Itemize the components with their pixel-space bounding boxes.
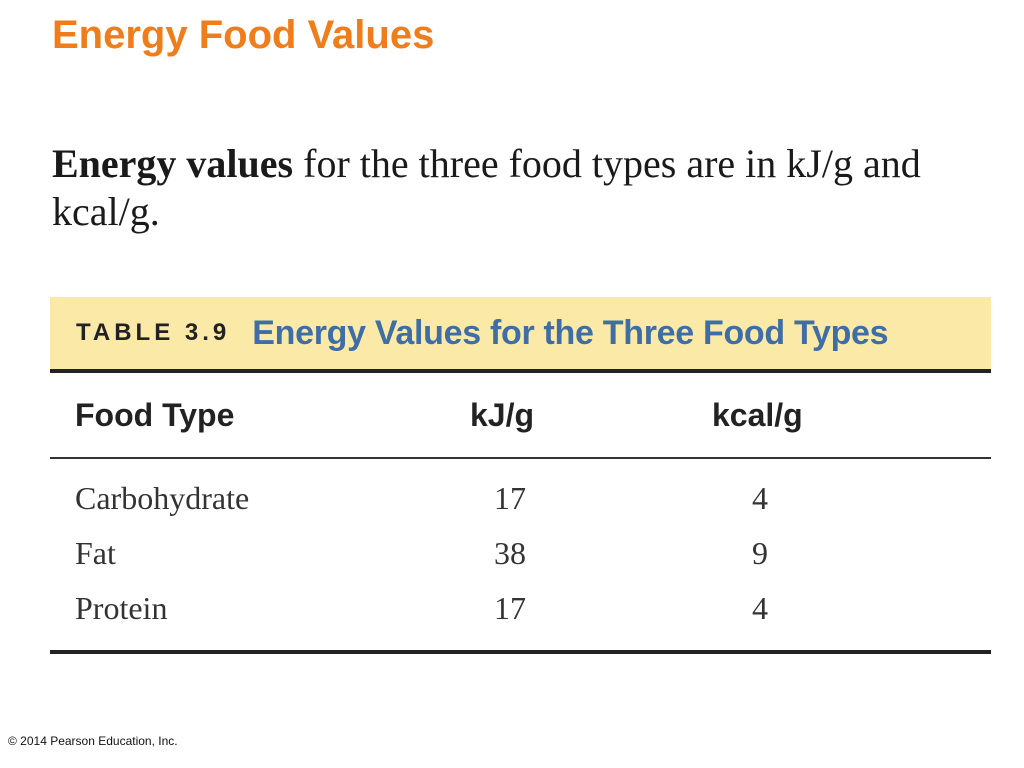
intro-rest: for the three food types are in kJ/g and…	[52, 141, 921, 234]
slide-title: Energy Food Values	[52, 13, 435, 57]
cell-kj: 17	[494, 480, 526, 516]
cell-kcal: 4	[752, 480, 768, 516]
table-header-row: Food Type kJ/g kcal/g	[50, 373, 991, 459]
table-label: TABLE 3.9	[76, 319, 231, 346]
copyright-notice: © 2014 Pearson Education, Inc.	[8, 734, 178, 748]
table-title: Energy Values for the Three Food Types	[252, 313, 889, 352]
energy-table: TABLE 3.9 Energy Values for the Three Fo…	[50, 297, 991, 654]
table-top-rule	[50, 369, 991, 373]
cell-kcal: 4	[752, 590, 768, 626]
table-body: Carbohydrate 17 4 Fat 38 9 Protein 17 4	[50, 459, 991, 650]
table-row: Protein 17 4	[50, 581, 991, 636]
cell-food-type: Fat	[75, 535, 116, 571]
header-food-type: Food Type	[75, 396, 235, 433]
cell-kcal: 9	[752, 535, 768, 571]
cell-kj: 38	[494, 535, 526, 571]
header-kcal-per-g: kcal/g	[712, 396, 803, 433]
intro-text: Energy values for the three food types a…	[52, 140, 952, 236]
header-kj-per-g: kJ/g	[470, 396, 535, 433]
cell-food-type: Protein	[75, 590, 168, 626]
cell-food-type: Carbohydrate	[75, 480, 250, 516]
intro-lead: Energy values	[52, 141, 294, 186]
cell-kj: 17	[494, 590, 526, 626]
table-bottom-rule	[50, 650, 991, 654]
table-row: Carbohydrate 17 4	[50, 471, 991, 526]
table-row: Fat 38 9	[50, 526, 991, 581]
table-caption: TABLE 3.9 Energy Values for the Three Fo…	[50, 297, 991, 369]
